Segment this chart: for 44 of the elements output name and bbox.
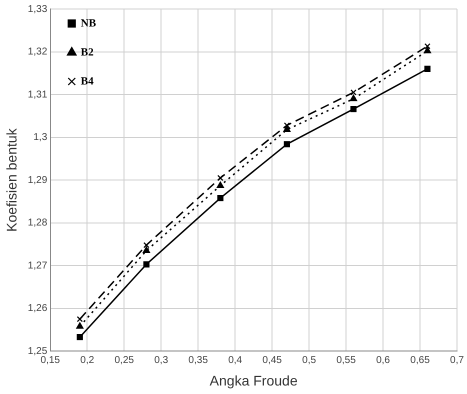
x-tick-label: 0,45 xyxy=(262,354,282,366)
legend-label: B2 xyxy=(80,46,94,58)
point xyxy=(350,106,357,112)
point xyxy=(76,334,83,340)
y-tick-label: 1,3 xyxy=(33,132,48,144)
point xyxy=(284,122,290,128)
x-tick-label: 0,6 xyxy=(376,354,390,366)
point xyxy=(217,174,224,182)
y-tick-label: 1,28 xyxy=(28,218,48,229)
y-axis-title: Koefisien bentuk xyxy=(3,127,20,232)
x-tick-label: 0,3 xyxy=(154,354,169,366)
y-tick-label: 1,29 xyxy=(28,174,48,186)
point xyxy=(284,141,290,148)
y-tick-label: 1,32 xyxy=(28,46,48,58)
point xyxy=(424,66,430,72)
point xyxy=(143,261,150,268)
point xyxy=(216,182,224,188)
x-tick-label: 0,65 xyxy=(410,354,430,366)
x-tick-label: 0,4 xyxy=(228,354,243,366)
legend-label: B4 xyxy=(80,75,94,88)
point xyxy=(424,43,430,50)
legend-label: NB xyxy=(80,17,97,30)
x-tick-label: 0,55 xyxy=(336,354,356,366)
x-axis-title: Angka Froude xyxy=(210,372,298,388)
point xyxy=(350,89,357,96)
y-tick-label: 1,26 xyxy=(28,303,48,314)
x-tick-label: 0,5 xyxy=(302,354,316,366)
x-tick-label: 0,35 xyxy=(188,354,208,366)
point xyxy=(350,94,358,102)
y-tick-label: 1,33 xyxy=(28,4,48,15)
point xyxy=(283,126,291,132)
y-tick-label: 1,25 xyxy=(28,346,48,357)
y-tick-label: 1,31 xyxy=(28,89,48,100)
point xyxy=(76,322,84,329)
y-tick-label: 1,27 xyxy=(28,260,48,272)
point xyxy=(143,242,150,248)
point xyxy=(142,246,150,254)
x-tick-label: 0,7 xyxy=(450,354,464,366)
point xyxy=(217,194,224,202)
x-tick-label: 0,25 xyxy=(114,354,134,366)
x-tick-label: 0,15 xyxy=(40,354,60,366)
point xyxy=(424,46,432,54)
point xyxy=(76,316,83,322)
x-tick-label: 0,2 xyxy=(80,354,95,366)
